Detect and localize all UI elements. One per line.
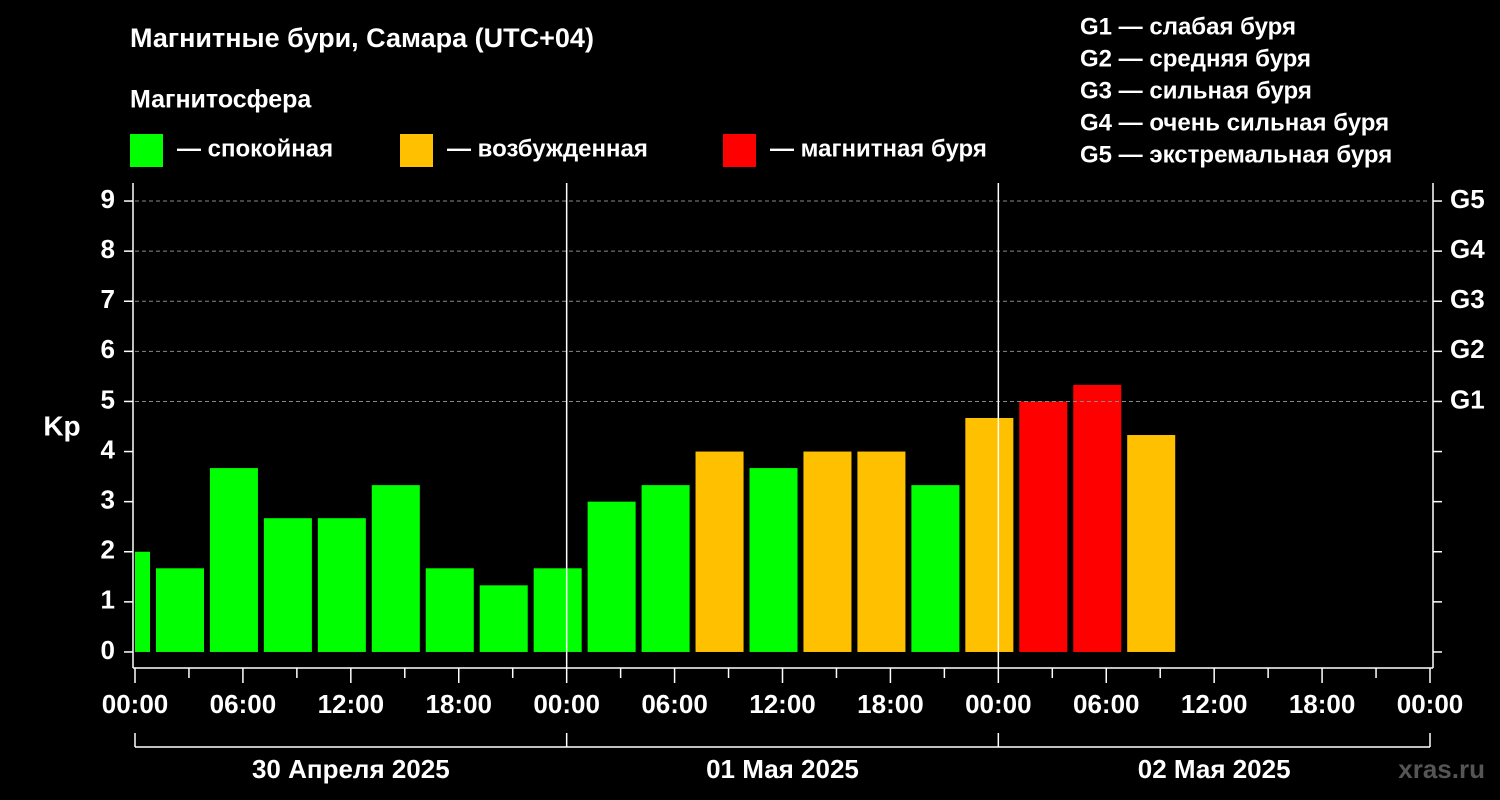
x-tick-label: 00:00 — [533, 689, 600, 719]
x-tick-label: 06:00 — [1073, 689, 1140, 719]
x-tick-label: 00:00 — [1397, 689, 1464, 719]
bar — [857, 451, 906, 652]
x-tick-label: 00:00 — [965, 689, 1032, 719]
bar — [135, 551, 151, 652]
y-tick-label: 2 — [101, 535, 115, 565]
bar — [263, 518, 312, 652]
y2-tick-label: G1 — [1450, 384, 1485, 414]
bar — [425, 568, 474, 652]
y-tick-label: 9 — [101, 184, 115, 214]
g-legend-item: G1 — слабая буря — [1080, 13, 1296, 40]
y2-tick-label: G5 — [1450, 184, 1485, 214]
bar — [371, 485, 420, 652]
y-tick-label: 5 — [101, 384, 115, 414]
legend-swatch — [400, 134, 433, 167]
legend-label: — спокойная — [177, 135, 333, 162]
y-tick-label: 0 — [101, 635, 115, 665]
bar — [587, 501, 636, 652]
x-tick-label: 12:00 — [318, 689, 385, 719]
g-legend-item: G5 — экстремальная буря — [1080, 141, 1392, 168]
x-tick-label: 18:00 — [1289, 689, 1356, 719]
bars — [135, 384, 1176, 652]
y-tick-label: 3 — [101, 485, 115, 515]
bar — [911, 485, 960, 652]
x-tick-label: 12:00 — [1181, 689, 1248, 719]
x-tick-label: 18:00 — [857, 689, 924, 719]
bar — [479, 585, 528, 652]
day-label: 01 Мая 2025 — [706, 754, 859, 784]
y-tick-label: 7 — [101, 284, 115, 314]
bar — [803, 451, 852, 652]
x-tick-label: 12:00 — [749, 689, 816, 719]
y2-tick-label: G3 — [1450, 284, 1485, 314]
bar — [317, 518, 366, 652]
y-tick-label: 6 — [101, 334, 115, 364]
bar — [1127, 435, 1176, 652]
bar — [965, 417, 1014, 652]
y-axis-label: Kp — [43, 410, 80, 441]
watermark: xras.ru — [1398, 754, 1485, 784]
y-tick-label: 1 — [101, 585, 115, 615]
y2-tick-label: G4 — [1450, 234, 1485, 264]
bar — [209, 468, 258, 652]
bar — [155, 568, 204, 652]
x-tick-label: 18:00 — [426, 689, 493, 719]
bar — [1019, 401, 1068, 652]
subtitle: Магнитосфера — [130, 86, 312, 114]
g-legend-item: G3 — сильная буря — [1080, 77, 1312, 104]
y2-tick-label: G2 — [1450, 334, 1485, 364]
day-label: 30 Апреля 2025 — [252, 754, 450, 784]
x-tick-label: 06:00 — [641, 689, 708, 719]
x-tick-label: 00:00 — [102, 689, 169, 719]
g-legend-item: G2 — средняя буря — [1080, 45, 1311, 72]
bar — [749, 468, 798, 652]
legend-swatch — [723, 134, 756, 167]
chart-title: Магнитные бури, Самара (UTC+04) — [130, 23, 594, 53]
legend-label: — магнитная буря — [770, 135, 987, 162]
bar — [1073, 384, 1122, 652]
g-legend-item: G4 — очень сильная буря — [1080, 109, 1389, 136]
y-tick-label: 4 — [101, 434, 116, 464]
bar — [695, 451, 744, 652]
bar — [641, 485, 690, 652]
legend-swatch — [130, 134, 163, 167]
x-tick-label: 06:00 — [210, 689, 277, 719]
bar — [533, 568, 582, 652]
day-label: 02 Мая 2025 — [1138, 754, 1291, 784]
legend-label: — возбужденная — [447, 135, 648, 162]
y-tick-label: 8 — [101, 234, 115, 264]
